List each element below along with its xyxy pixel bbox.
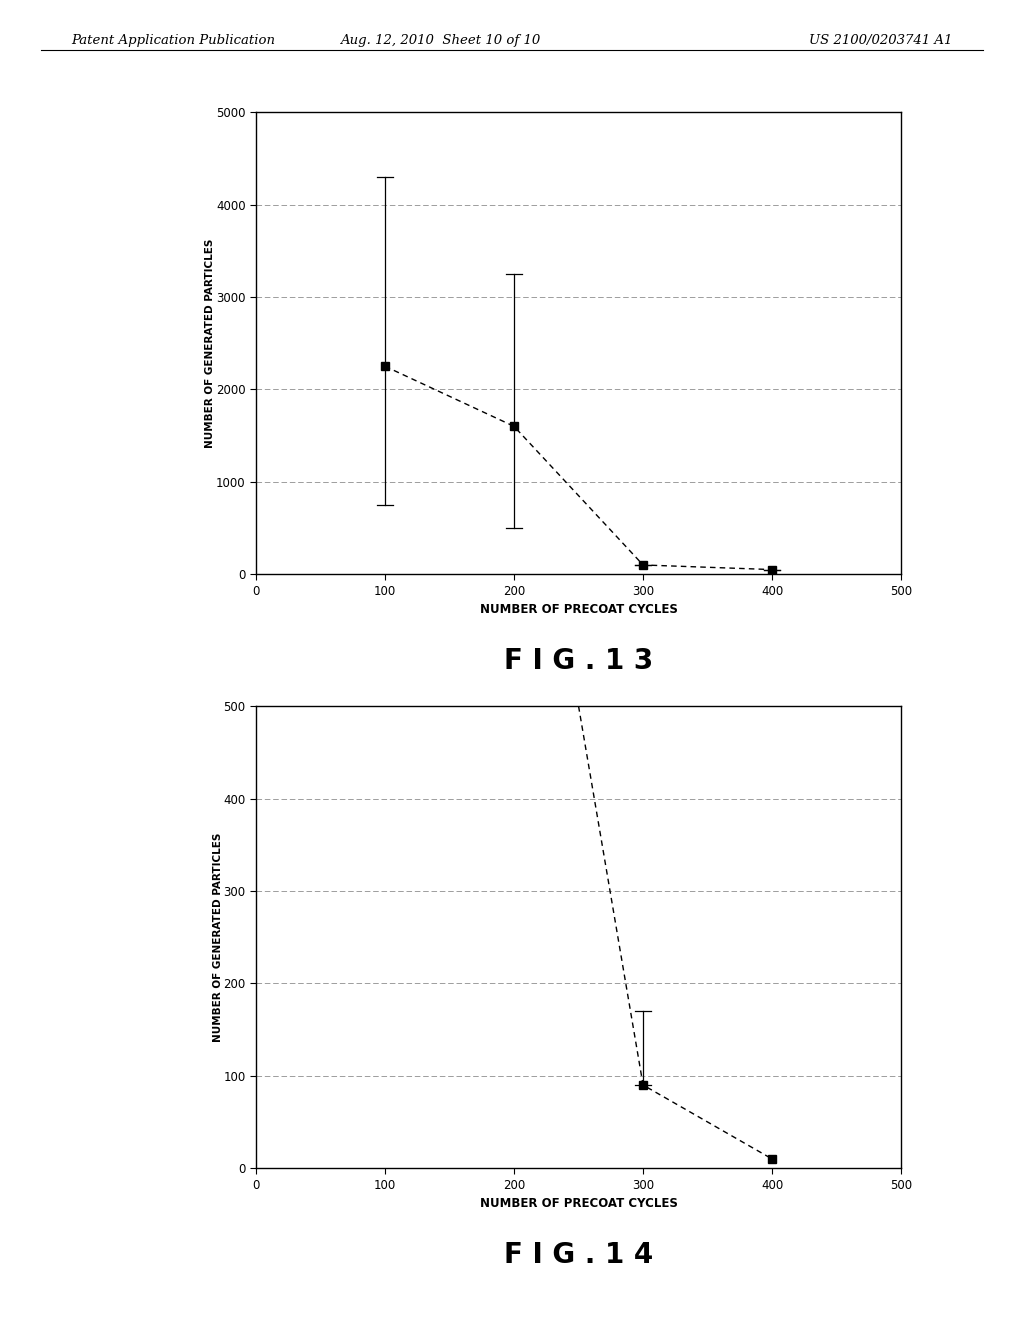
Text: Aug. 12, 2010  Sheet 10 of 10: Aug. 12, 2010 Sheet 10 of 10 xyxy=(340,34,541,48)
Y-axis label: NUMBER OF GENERATED PARTICLES: NUMBER OF GENERATED PARTICLES xyxy=(213,833,223,1041)
X-axis label: NUMBER OF PRECOAT CYCLES: NUMBER OF PRECOAT CYCLES xyxy=(479,1197,678,1210)
Text: F I G . 1 3: F I G . 1 3 xyxy=(504,647,653,675)
Text: Patent Application Publication: Patent Application Publication xyxy=(72,34,275,48)
Text: F I G . 1 4: F I G . 1 4 xyxy=(504,1241,653,1269)
Y-axis label: NUMBER OF GENERATED PARTICLES: NUMBER OF GENERATED PARTICLES xyxy=(206,239,215,447)
X-axis label: NUMBER OF PRECOAT CYCLES: NUMBER OF PRECOAT CYCLES xyxy=(479,603,678,616)
Text: US 2100/0203741 A1: US 2100/0203741 A1 xyxy=(809,34,952,48)
